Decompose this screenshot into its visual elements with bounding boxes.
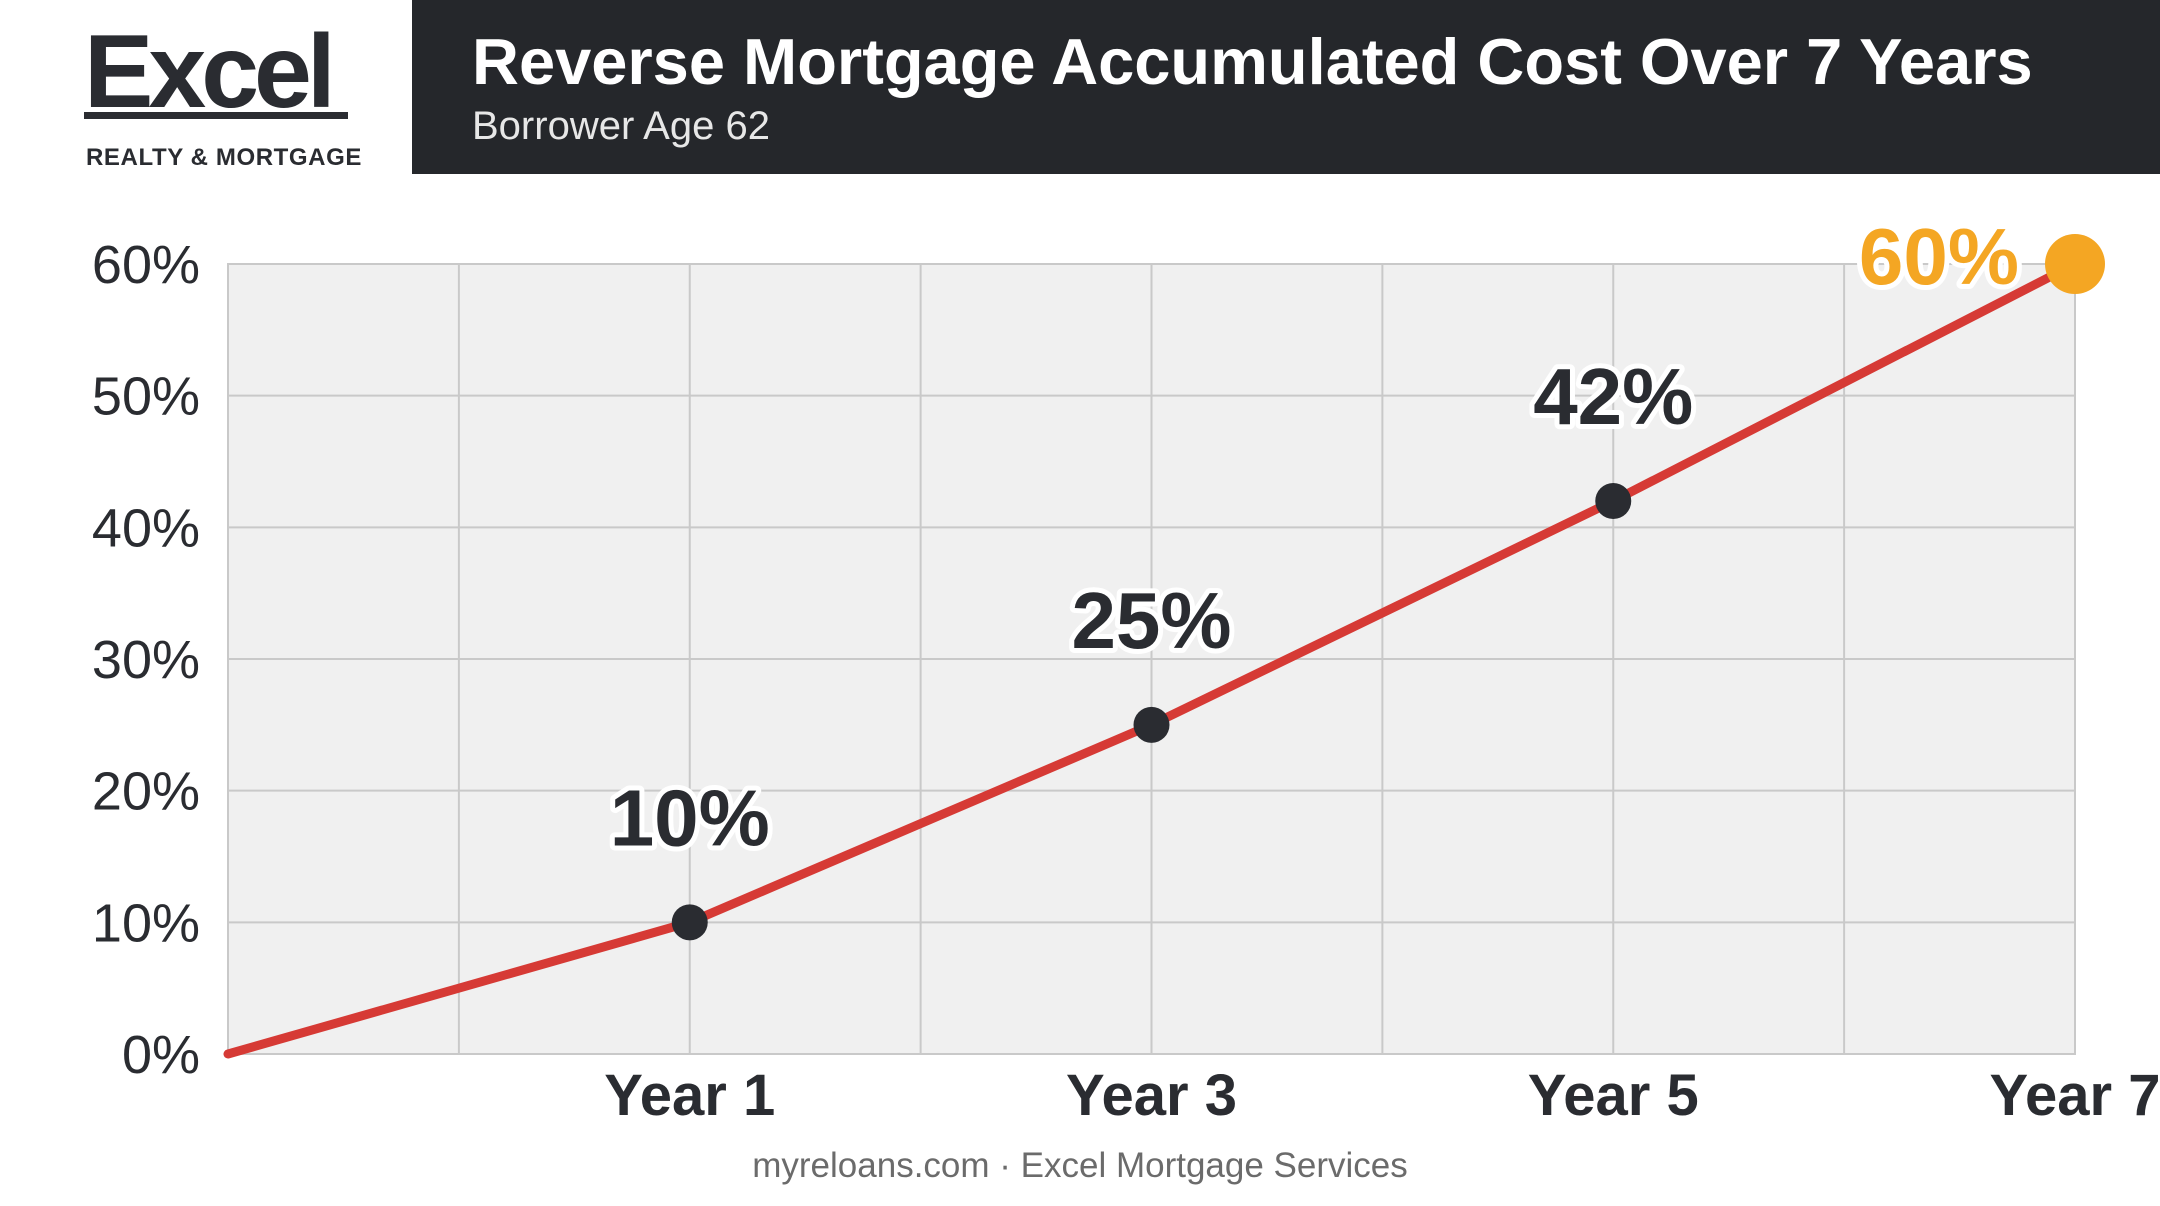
logo-wordmark: Excel [84,14,336,130]
data-point [1133,706,1170,743]
y-tick-label: 0% [122,1025,200,1085]
y-tick-label: 40% [92,498,200,558]
data-point [671,904,708,941]
data-label: 60% [1859,212,2019,301]
data-label: 10% [610,773,770,862]
y-tick-label: 30% [92,630,200,690]
y-tick-label: 60% [92,235,200,295]
chart-subtitle: Borrower Age 62 [472,104,770,148]
y-tick-label: 20% [92,762,200,822]
logo-tagline: REALTY & MORTGAGE [86,144,362,171]
footer-credit: myreloans.com · Excel Mortgage Services [752,1146,1408,1185]
x-tick-label: Year 5 [1528,1063,1699,1128]
header-band: Reverse Mortgage Accumulated Cost Over 7… [412,0,2160,174]
chart-title: Reverse Mortgage Accumulated Cost Over 7… [472,25,2033,98]
x-tick-label: Year 7 [1990,1063,2160,1128]
data-label: 25% [1071,576,1231,665]
highlight-point [2045,234,2105,294]
x-tick-label: Year 3 [1066,1063,1237,1128]
data-point [1595,483,1632,519]
y-tick-label: 50% [92,367,200,427]
logo-underline [84,112,348,119]
x-tick-label: Year 1 [604,1063,775,1128]
company-logo: Excel REALTY & MORTGAGE [84,14,361,174]
data-label: 42% [1533,352,1693,441]
y-tick-label: 10% [92,893,200,953]
